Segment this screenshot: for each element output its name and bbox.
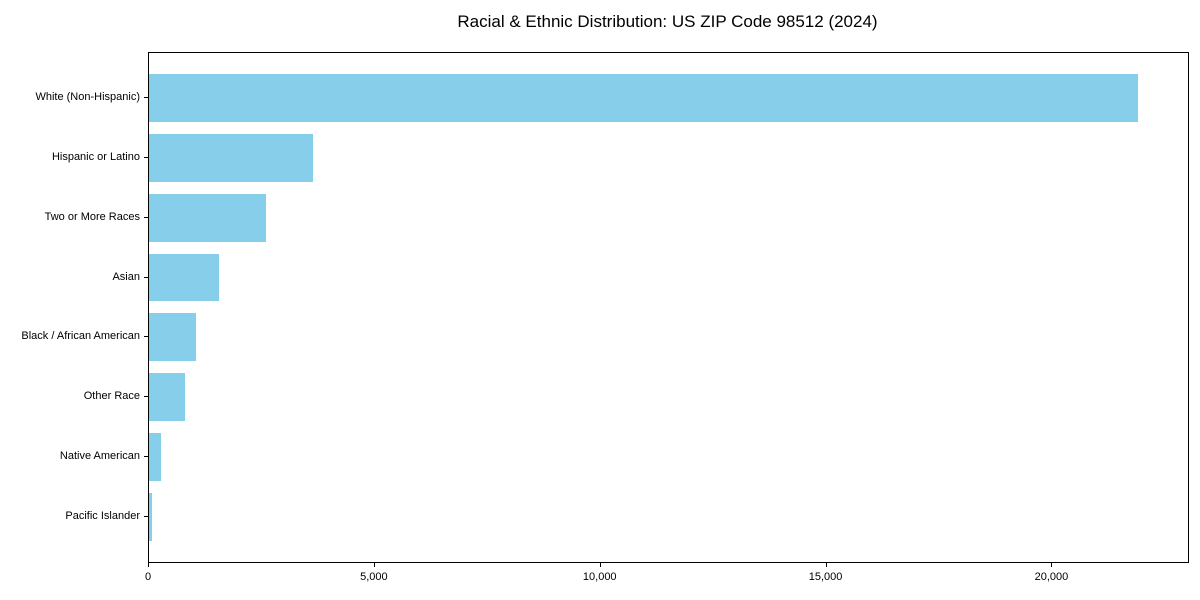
x-tick-mark [1051,563,1053,567]
y-tick-label: Hispanic or Latino [51,150,140,163]
chart-title: Racial & Ethnic Distribution: US ZIP Cod… [457,12,878,31]
x-tick-label: 20,000 [1034,571,1069,583]
x-tick-label: 0 [144,571,152,583]
y-tick-label: Pacific Islander [65,510,140,523]
bar [149,373,186,422]
y-tick-label: Two or More Races [44,210,140,223]
y-tick-mark [144,96,148,98]
y-tick-label: Native American [59,450,140,463]
bar [149,433,162,482]
bar [149,493,152,542]
x-tick-label: 15,000 [808,571,843,583]
y-tick-mark [144,456,148,458]
bar [149,253,220,302]
bar [149,73,1139,122]
y-tick-mark [144,276,148,278]
y-tick-label: White (Non-Hispanic) [35,90,140,103]
bar [149,133,313,182]
y-tick-mark [144,396,148,398]
x-tick-mark [599,563,601,567]
y-tick-mark [144,336,148,338]
x-tick-mark [148,563,149,567]
x-tick-mark [373,563,375,567]
y-tick-label: Asian [112,270,140,283]
y-tick-mark [144,156,148,158]
x-tick-mark [825,563,827,567]
bar [149,313,196,362]
y-tick-mark [144,216,148,218]
x-tick-label: 5,000 [360,571,388,583]
x-tick-label: 10,000 [582,571,617,583]
y-tick-label: Other Race [83,390,140,403]
y-tick-mark [144,516,148,518]
y-tick-label: Black / African American [21,330,140,343]
bar [149,193,266,242]
plot-area [148,52,1189,563]
